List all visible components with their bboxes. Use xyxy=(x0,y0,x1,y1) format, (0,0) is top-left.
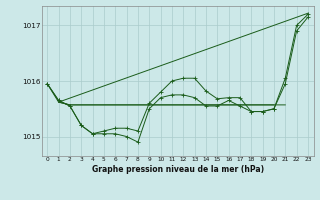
X-axis label: Graphe pression niveau de la mer (hPa): Graphe pression niveau de la mer (hPa) xyxy=(92,165,264,174)
